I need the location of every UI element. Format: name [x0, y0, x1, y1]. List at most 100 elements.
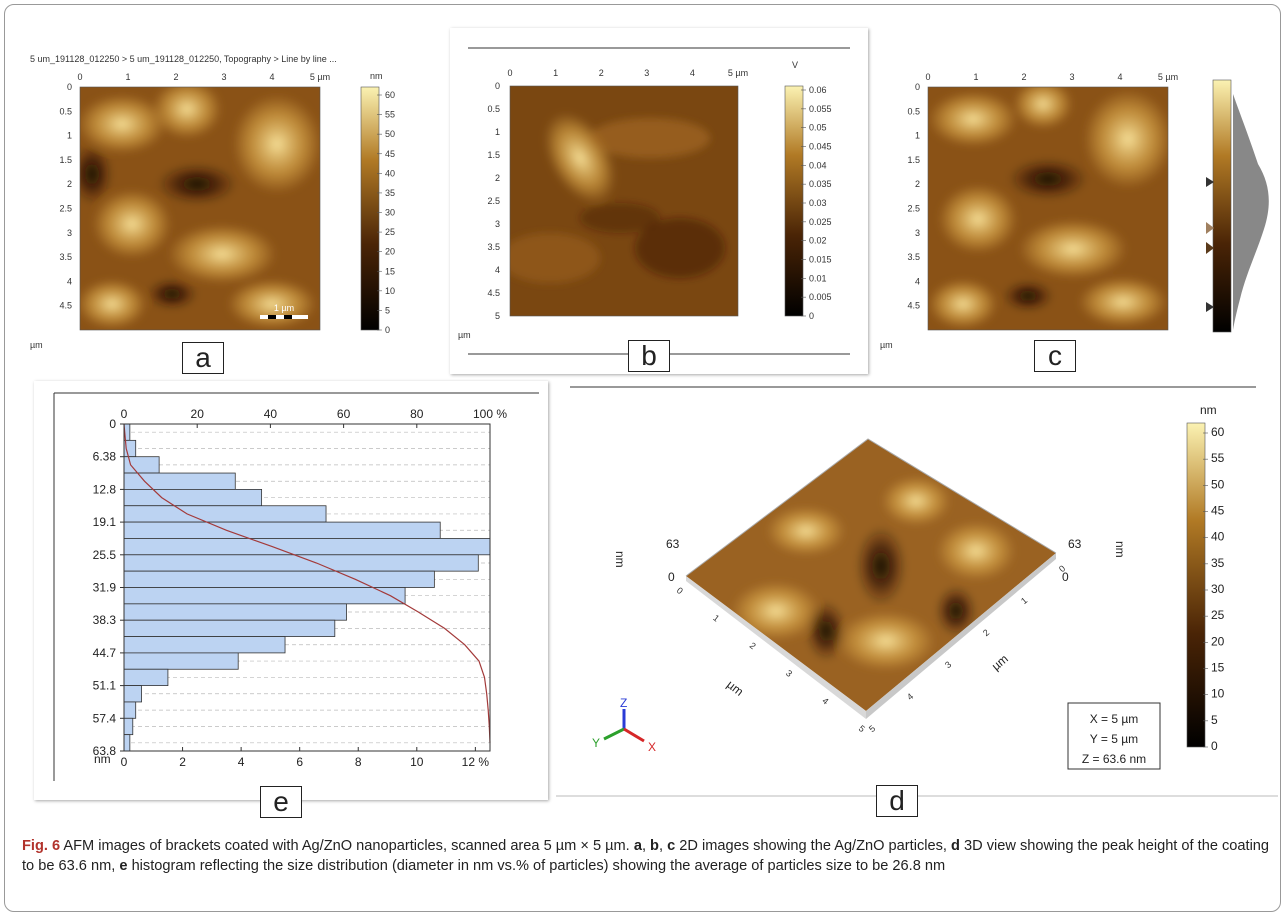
edge-tick-label: 4	[820, 696, 830, 707]
colorbar-tick-label: 0.045	[809, 142, 832, 152]
y-tick-label: 2	[495, 173, 500, 183]
colorbar-tick-label: 0	[809, 311, 814, 321]
x-tick-label: 3	[221, 72, 226, 82]
x-tick-label: 5 µm	[728, 68, 748, 78]
x-tick-label: 4	[269, 72, 274, 82]
histogram-bar	[123, 652, 239, 670]
colorbar-tick-label: 30	[1211, 582, 1225, 596]
scale-bar-label: 1 µm	[274, 303, 294, 313]
marker-low	[1206, 242, 1214, 254]
caption-text-3: 3D view showing the peak height of the c…	[22, 838, 1270, 874]
um-label-left: µm	[724, 677, 746, 698]
histogram-bar	[123, 717, 134, 736]
y-tick-label: 4.5	[907, 301, 920, 311]
histogram-bar	[123, 685, 142, 703]
colorbar-tick-label: 5	[1211, 713, 1218, 727]
colorbar-tick-label: 10	[385, 286, 395, 296]
edge-tick-label: 5	[857, 723, 867, 734]
height-63-left: 63	[666, 537, 680, 551]
x-tick-label: 0	[77, 72, 82, 82]
colorbar-tick-label: 0.05	[809, 123, 827, 133]
colorbar-tick-label: 25	[1211, 608, 1225, 622]
figure-caption: Fig. 6 AFM images of brackets coated wit…	[22, 838, 1270, 874]
bottom-tick-label: 2	[179, 755, 186, 769]
zero-right: 0	[1062, 570, 1069, 584]
y-tick-label: 4	[67, 276, 72, 286]
colorbar-tick-label: 0.03	[809, 198, 827, 208]
colorbar-tick-label: 0.01	[809, 273, 827, 283]
bottom-tick-label: 8	[355, 755, 362, 769]
afm-texture-a	[80, 87, 320, 329]
x-tick-label: 5 µm	[310, 72, 330, 82]
colorbar-tick-label: 35	[1211, 556, 1225, 570]
caption-ref-d: d	[951, 838, 960, 854]
y-tick-label: 4	[915, 276, 920, 286]
axis-y-label: Y	[592, 736, 600, 750]
edge-tick-label: 1	[1019, 595, 1029, 606]
top-tick-label: 40	[264, 407, 278, 421]
axis-unit-c: µm	[880, 340, 893, 350]
histogram-bar	[123, 636, 286, 654]
dim-y: Y = 5 µm	[1090, 732, 1138, 746]
top-tick-label: 80	[410, 407, 424, 421]
colorbar-tick-label: 35	[385, 188, 395, 198]
bottom-tick-label: 12 %	[462, 755, 490, 769]
colorbar-unit-a: nm	[370, 71, 383, 81]
caption-ref-b: b	[650, 838, 659, 854]
x-tick-label: 5 µm	[1158, 72, 1178, 82]
histogram-bar	[123, 701, 137, 719]
axis-x-label: X	[648, 740, 656, 754]
caption-text-1: AFM images of brackets coated with Ag/Zn…	[63, 838, 630, 854]
y-tick-label: 0.5	[487, 104, 500, 114]
zero-left: 0	[668, 570, 675, 584]
edge-tick-label: 3	[943, 659, 953, 670]
y-tick-label: 0	[67, 82, 72, 92]
colorbar-tick-label: 55	[1211, 451, 1225, 465]
x-tick-label: 0	[507, 68, 512, 78]
panel-a: 5 um_191128_012250 > 5 um_191128_012250,…	[22, 34, 444, 374]
colorbar-tick-label: 60	[385, 90, 395, 100]
colorbar-tick-label: 45	[1211, 504, 1225, 518]
y-tick-label: 2.5	[487, 196, 500, 206]
y-tick-label: 38.3	[93, 613, 117, 627]
y-tick-label: 63.8	[93, 744, 117, 758]
y-tick-label: 0	[109, 417, 116, 431]
colorbar-tick-label: 0.02	[809, 236, 827, 246]
x-tick-label: 1	[973, 72, 978, 82]
y-tick-label: 1	[67, 131, 72, 141]
bottom-tick-label: 4	[238, 755, 245, 769]
caption-text-2: 2D images showing the Ag/ZnO particles,	[679, 838, 947, 854]
y-tick-label: 4.5	[487, 288, 500, 298]
caption-ref-a: a	[633, 838, 642, 854]
afm-texture-c	[928, 87, 1168, 329]
cumulative-curve	[123, 423, 491, 743]
y-tick-label: 1	[915, 131, 920, 141]
caption-text-4: histogram reflecting the size distributi…	[131, 858, 946, 874]
histogram-bar	[123, 570, 435, 588]
dimension-box	[1067, 702, 1161, 770]
colorbar-tick-label: 0	[1211, 739, 1218, 753]
bottom-tick-label: 0	[121, 755, 128, 769]
x-tick-label: 4	[690, 68, 695, 78]
colorbar-tick-label: 0.055	[809, 104, 832, 114]
y-tick-label: 0.5	[907, 106, 920, 116]
colorbar-tick-label: 50	[385, 129, 395, 139]
y-tick-label: 0	[915, 82, 920, 92]
x-tick-label: 2	[1021, 72, 1026, 82]
y-tick-label: 25.5	[93, 548, 117, 562]
dim-x: X = 5 µm	[1090, 712, 1139, 726]
colorbar-tick-label: 0.005	[809, 292, 832, 302]
colorbar-d	[1186, 422, 1206, 748]
y-tick-label: 1.5	[487, 150, 500, 160]
colorbar-c	[1212, 79, 1232, 333]
histogram-bar	[123, 521, 441, 539]
top-tick-label: 0	[121, 407, 128, 421]
y-tick-label: 0.5	[59, 106, 72, 116]
colorbar-tick-label: 0.04	[809, 160, 827, 170]
edge-tick-label: 4	[905, 691, 915, 702]
edge-tick-label: 3	[784, 668, 794, 679]
marker-bottom	[1206, 302, 1214, 312]
y-tick-label: 3.5	[907, 252, 920, 262]
